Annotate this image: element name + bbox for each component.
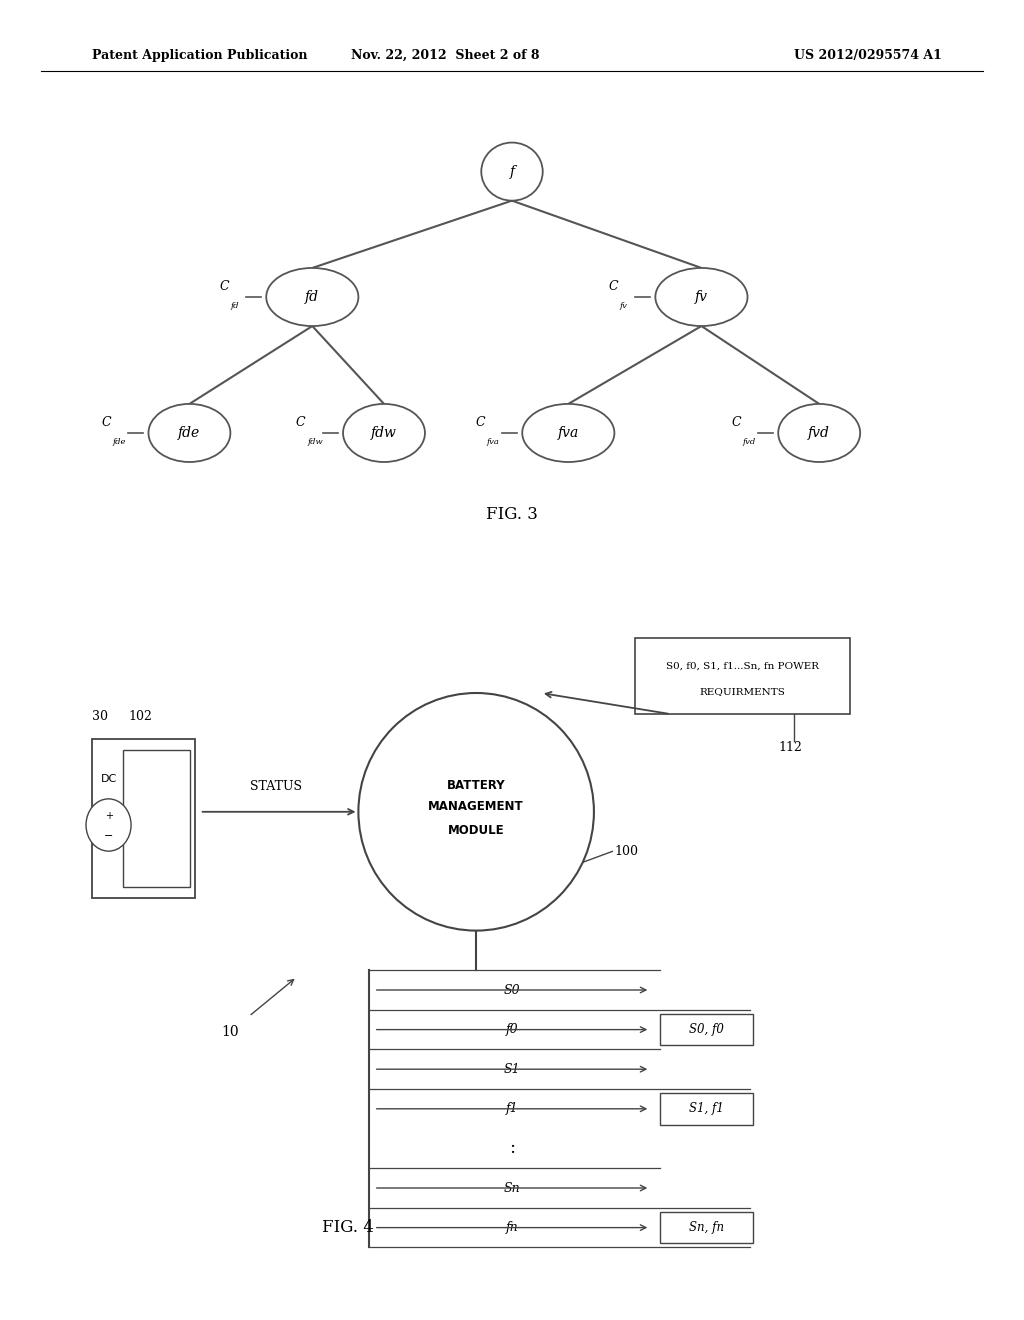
Ellipse shape [522, 404, 614, 462]
Text: 112: 112 [778, 741, 802, 754]
Text: fv: fv [695, 290, 708, 304]
Text: fde: fde [113, 438, 126, 446]
Text: DC: DC [100, 774, 117, 784]
Text: C: C [219, 280, 228, 293]
Bar [660, 1093, 753, 1125]
Bar [635, 638, 850, 714]
Text: S0, f0: S0, f0 [689, 1023, 724, 1036]
Text: S0: S0 [504, 983, 520, 997]
Ellipse shape [86, 799, 131, 851]
Ellipse shape [655, 268, 748, 326]
Text: MODULE: MODULE [447, 824, 505, 837]
Text: 30: 30 [92, 710, 109, 723]
Text: C: C [101, 416, 111, 429]
Text: fvd: fvd [808, 426, 830, 440]
Text: C: C [296, 416, 305, 429]
Text: f: f [509, 165, 515, 178]
Bar [660, 1014, 753, 1045]
Text: Sn, fn: Sn, fn [689, 1221, 724, 1234]
Ellipse shape [481, 143, 543, 201]
Text: MANAGEMENT: MANAGEMENT [428, 800, 524, 813]
Ellipse shape [266, 268, 358, 326]
Text: C: C [731, 416, 740, 429]
Text: S1, f1: S1, f1 [689, 1102, 724, 1115]
Text: fvd: fvd [742, 438, 756, 446]
Bar [123, 750, 190, 887]
Text: Nov. 22, 2012  Sheet 2 of 8: Nov. 22, 2012 Sheet 2 of 8 [351, 49, 540, 62]
Text: 10: 10 [221, 1026, 240, 1039]
Ellipse shape [778, 404, 860, 462]
Text: :: : [509, 1139, 515, 1158]
Text: Sn: Sn [504, 1181, 520, 1195]
Text: fdw: fdw [371, 426, 397, 440]
Text: f0: f0 [506, 1023, 518, 1036]
Text: C: C [475, 416, 484, 429]
Text: fv: fv [620, 302, 628, 310]
Ellipse shape [358, 693, 594, 931]
Text: fn: fn [506, 1221, 518, 1234]
Text: C: C [608, 280, 617, 293]
Text: FIG. 4: FIG. 4 [323, 1220, 374, 1236]
Text: BATTERY: BATTERY [446, 779, 506, 792]
Text: fdw: fdw [307, 438, 323, 446]
Text: 100: 100 [614, 845, 638, 858]
Bar [92, 739, 195, 898]
Text: REQUIRMENTS: REQUIRMENTS [699, 688, 785, 696]
Text: Patent Application Publication: Patent Application Publication [92, 49, 307, 62]
Text: fva: fva [558, 426, 579, 440]
Text: US 2012/0295574 A1: US 2012/0295574 A1 [795, 49, 942, 62]
Text: fd: fd [230, 302, 239, 310]
Text: S1: S1 [504, 1063, 520, 1076]
Text: −: − [103, 830, 114, 841]
Text: 102: 102 [128, 710, 152, 723]
Text: S0, f0, S1, f1...Sn, fn POWER: S0, f0, S1, f1...Sn, fn POWER [666, 663, 819, 671]
Text: fde: fde [178, 426, 201, 440]
Text: STATUS: STATUS [251, 780, 302, 793]
Text: fva: fva [486, 438, 500, 446]
Text: f1: f1 [506, 1102, 518, 1115]
Bar [660, 1212, 753, 1243]
Text: fd: fd [305, 290, 319, 304]
Text: FIG. 3: FIG. 3 [486, 507, 538, 523]
Ellipse shape [343, 404, 425, 462]
Text: +: + [104, 810, 113, 821]
Ellipse shape [148, 404, 230, 462]
